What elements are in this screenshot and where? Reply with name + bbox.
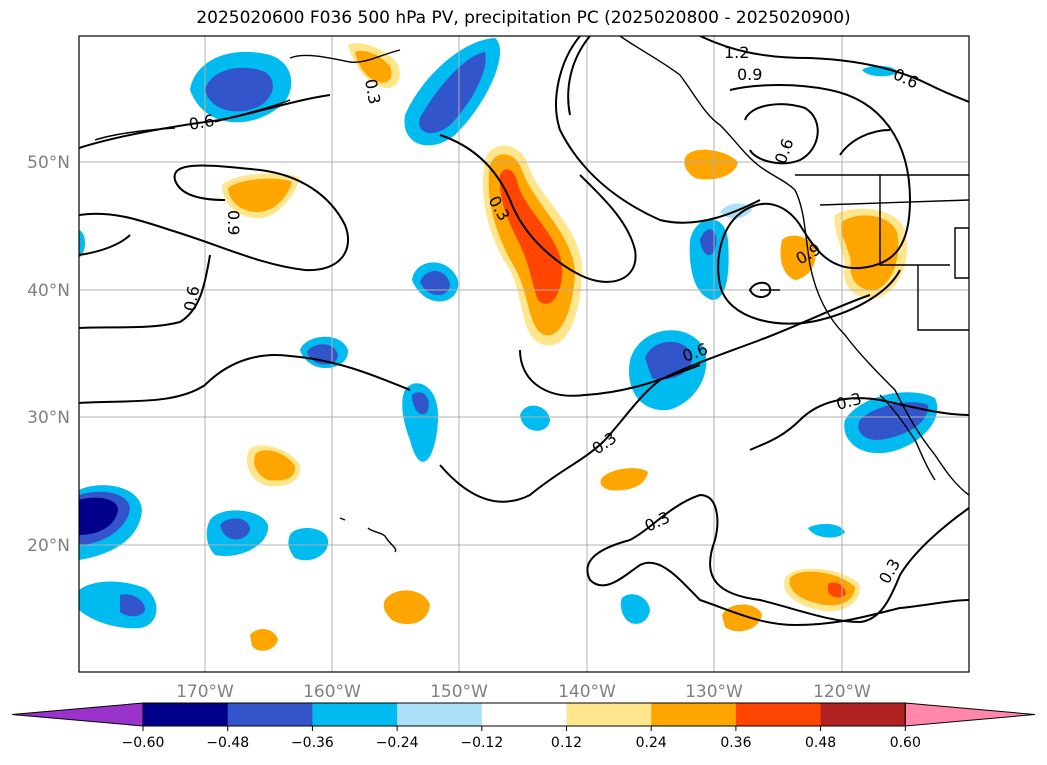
colorbar-tick-label: −0.24 [376,735,419,751]
lon-label-170w: 170°W [176,682,234,702]
coastlines [94,36,969,553]
graticule [79,36,969,672]
lon-label-130w: 130°W [685,682,743,702]
lon-label-140w: 140°W [558,682,616,702]
map-panel: 1.2 0.9 0.6 0.6 0.3 0.3 0.6 0.9 0.6 0.9 … [79,36,969,672]
colorbar-segment [566,703,652,726]
lon-label-150w: 150°W [430,682,488,702]
longitude-labels: 170°W 160°W 150°W 140°W 130°W 120°W [176,682,871,702]
colorbar-tick-label: 0.24 [636,735,667,751]
colorbar-segment [651,703,737,726]
colorbar-segment [397,703,483,726]
contour-label: 0.6 [180,284,203,312]
map-title: 2025020600 F036 500 hPa PV, precipitatio… [196,8,851,28]
colorbar-frame [142,702,906,727]
contour-labels: 1.2 0.9 0.6 0.6 0.3 0.3 0.6 0.9 0.6 0.9 … [180,43,921,587]
lon-label-120w: 120°W [813,682,871,702]
colorbar-segment [820,703,906,726]
colorbar-tick-label: −0.48 [206,735,249,751]
colorbar-tick-label: 0.48 [805,735,836,751]
colorbar-tick-label: −0.60 [122,735,165,751]
contour-label: 0.9 [737,65,762,84]
lat-label-30n: 30°N [27,408,70,428]
colorbar-tick-label: 0.12 [551,735,582,751]
contour-label: 0.6 [187,111,215,134]
latitude-labels: 50°N 40°N 30°N 20°N [27,153,70,556]
map-border [78,35,970,673]
colorbar-tick-label: 0.36 [720,735,751,751]
colorbar-tick-label: −0.36 [291,735,334,751]
colorbar-segment [735,703,822,726]
contour-label: 0.9 [224,210,243,235]
colorbar-segment [143,703,229,726]
colorbar-segment [481,703,567,726]
contour-label: 0.3 [361,77,384,105]
contour-label: 1.2 [724,43,749,62]
colorbar-extend-max [904,702,1036,727]
pv-contours [79,36,969,627]
lat-label-20n: 20°N [27,536,70,556]
colorbar-extend-min [11,702,144,727]
colorbar-segment [227,703,313,726]
colorbar-segment [312,703,398,726]
colorbar-tick-label: −0.12 [460,735,503,751]
lat-label-50n: 50°N [27,153,70,173]
colorbar-tick-label: 0.60 [890,735,921,751]
colorbar: −0.60 −0.48 −0.36 −0.24 −0.12 0.12 0.24 0.36 0.4… [11,702,1036,751]
lon-label-160w: 160°W [303,682,361,702]
lat-label-40n: 40°N [27,281,70,301]
